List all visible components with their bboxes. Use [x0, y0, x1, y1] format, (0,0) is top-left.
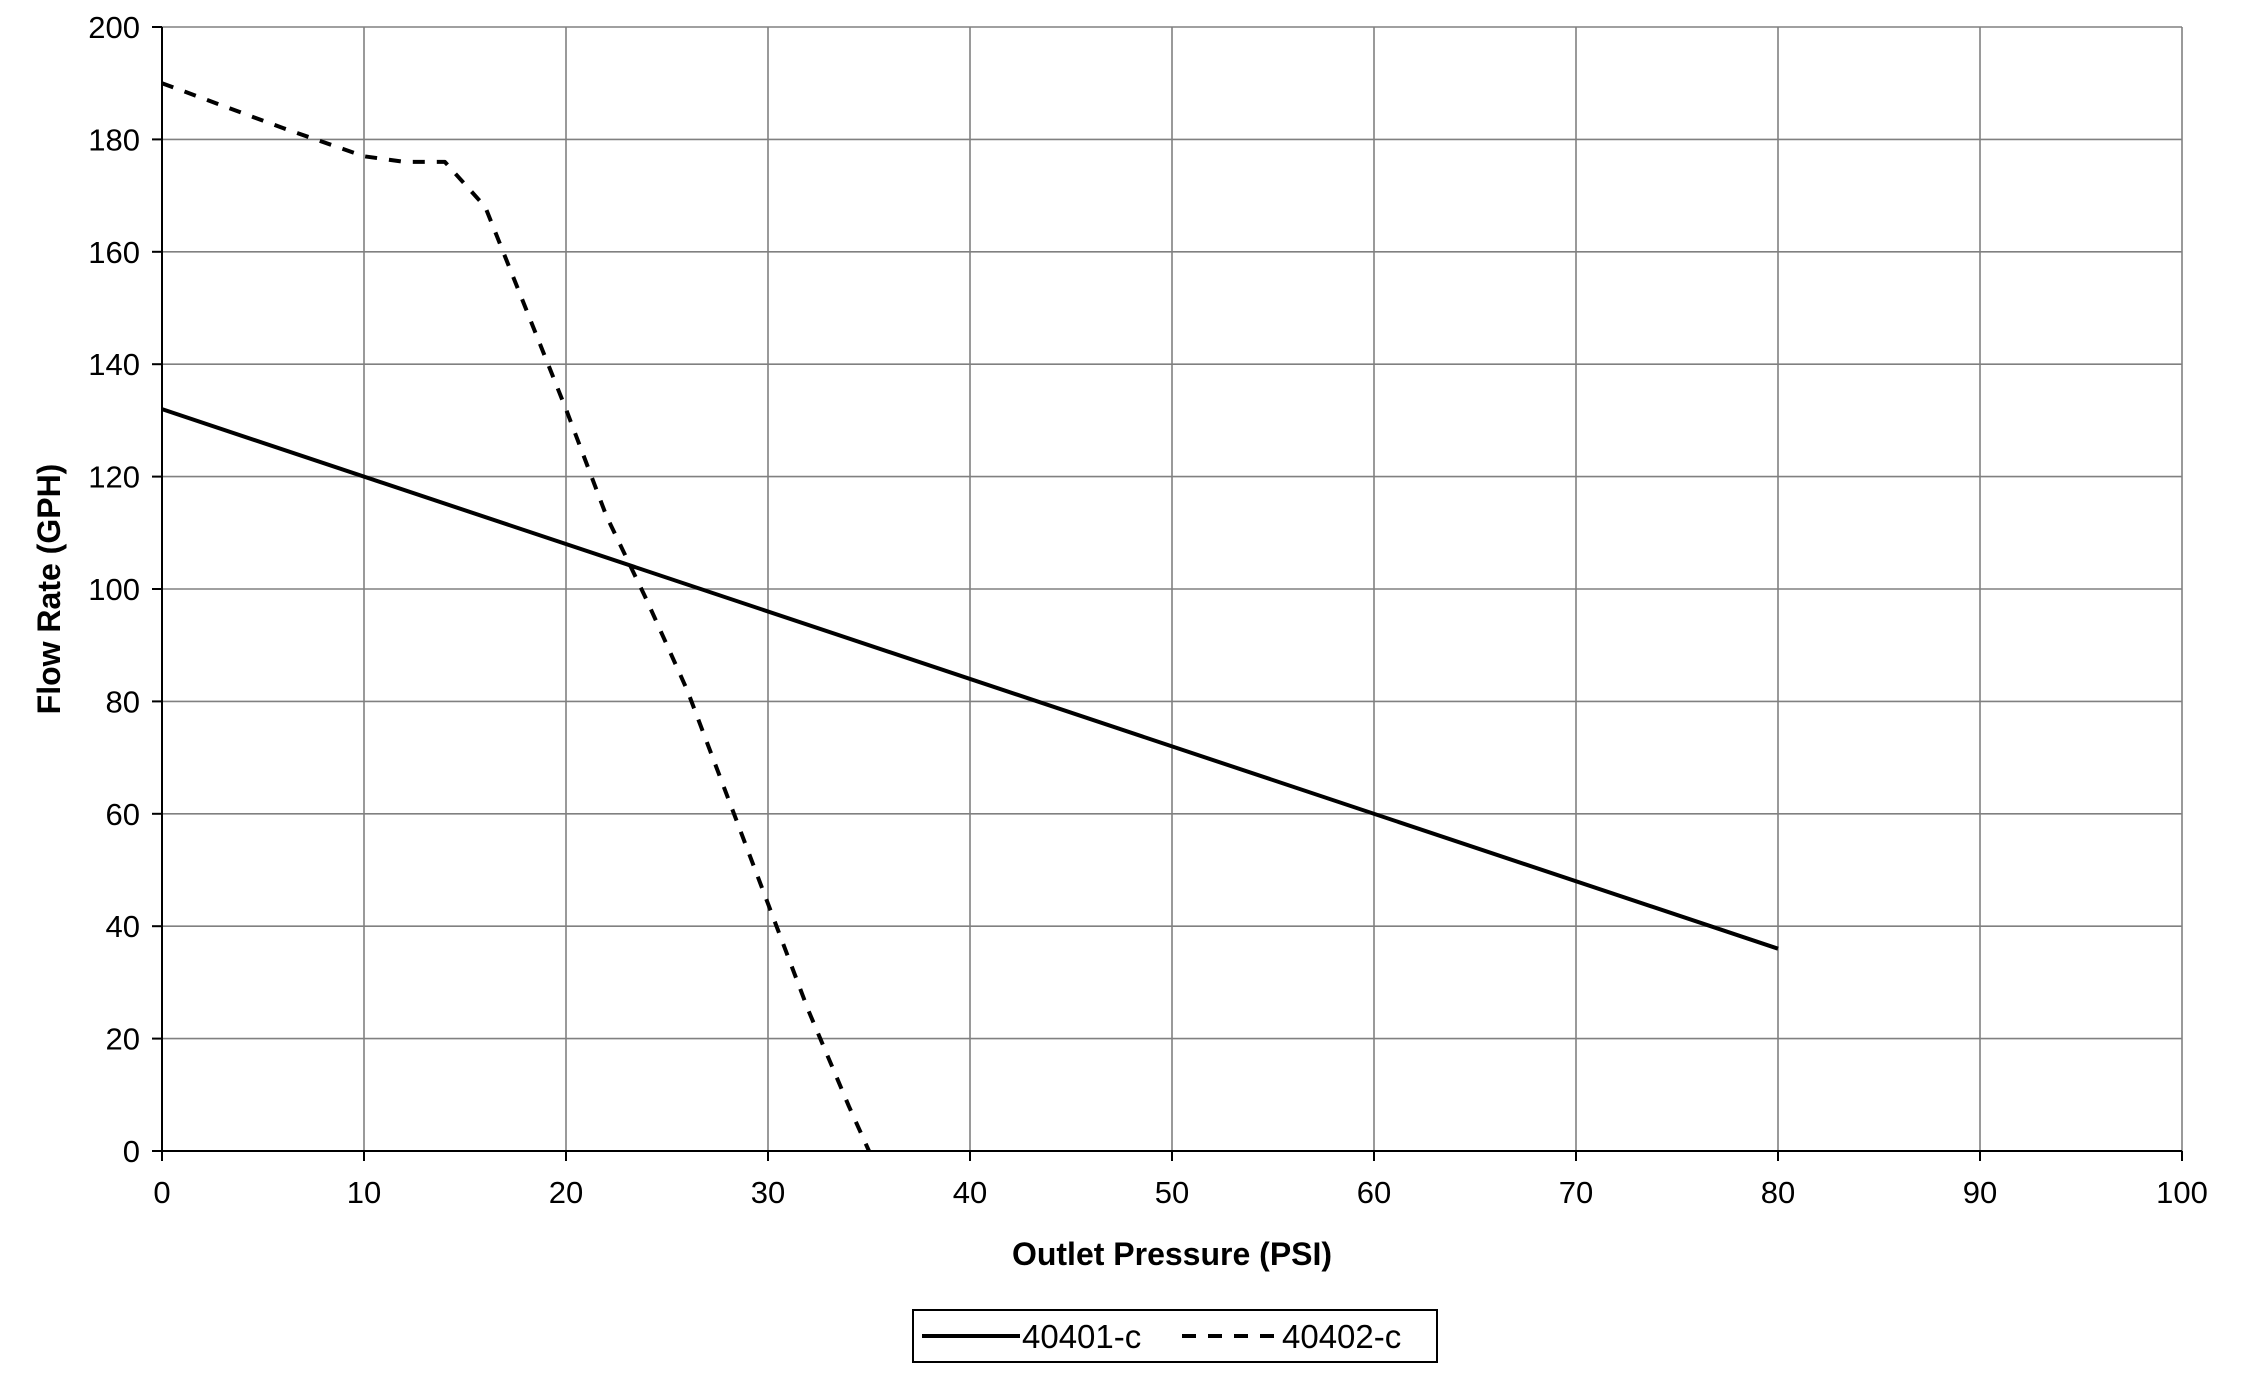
series	[161, 81, 1779, 1152]
x-tick-label: 60	[1357, 1175, 1391, 1210]
y-tick-label: 160	[88, 235, 140, 270]
x-axis-title: Outlet Pressure (PSI)	[1012, 1236, 1332, 1272]
y-tick-label: 40	[106, 909, 140, 944]
legend-label-40402-c: 40402-c	[1282, 1318, 1401, 1355]
y-tick-label: 80	[106, 684, 140, 719]
series-line-40401-c	[161, 407, 1779, 951]
x-tick-label: 100	[2156, 1175, 2208, 1210]
y-tick-label: 180	[88, 122, 140, 157]
legend-label-40401-c: 40401-c	[1022, 1318, 1141, 1355]
y-tick-label: 60	[106, 797, 140, 832]
legend: 40401-c 40402-c	[912, 1309, 1438, 1363]
y-axis-title: Flow Rate (GPH)	[31, 464, 67, 715]
x-tick-label: 20	[549, 1175, 583, 1210]
x-tick-label: 0	[153, 1175, 170, 1210]
y-tick-label: 100	[88, 572, 140, 607]
x-tick-label: 70	[1559, 1175, 1593, 1210]
series-line-40402-c	[161, 81, 871, 1152]
y-tick-label: 140	[88, 347, 140, 382]
y-tick-label: 20	[106, 1022, 140, 1057]
y-tick-label: 200	[88, 10, 140, 45]
y-tick-label: 120	[88, 460, 140, 495]
ticks: 0 10 20 30 40 50 60 70 80 90 100 0 20 40 60 80 100 120 140…	[88, 10, 2208, 1210]
x-tick-label: 50	[1155, 1175, 1189, 1210]
grid	[162, 26, 2183, 1151]
x-tick-label: 10	[347, 1175, 381, 1210]
x-tick-label: 40	[953, 1175, 987, 1210]
y-tick-label: 0	[123, 1134, 140, 1169]
x-tick-label: 80	[1761, 1175, 1795, 1210]
x-tick-label: 90	[1963, 1175, 1997, 1210]
x-tick-label: 30	[751, 1175, 785, 1210]
